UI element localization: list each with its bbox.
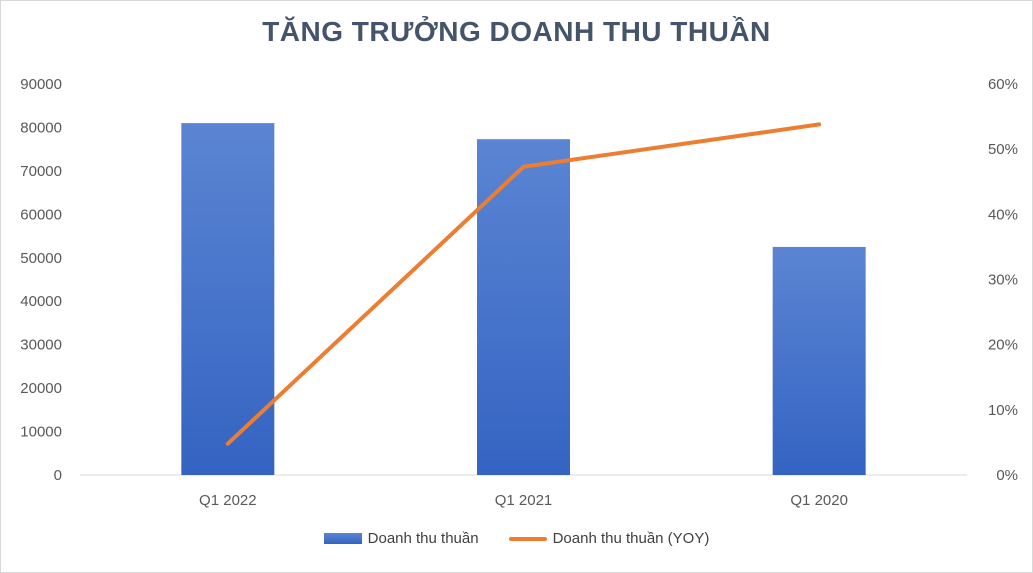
line-series — [225, 122, 822, 446]
bar — [477, 139, 570, 475]
x-tick-label: Q1 2022 — [199, 492, 257, 509]
right-tick-label: 50% — [988, 141, 1018, 158]
right-tick-label: 30% — [988, 272, 1018, 289]
left-axis-ticks: 0 10000 20000 30000 40000 50000 60000 70000 8000… — [20, 76, 62, 484]
legend-swatch-line — [508, 536, 547, 541]
bar-series — [181, 123, 866, 475]
chart-title: TĂNG TRƯỞNG DOANH THU THUẦN — [262, 16, 771, 47]
x-tick-label: Q1 2020 — [790, 492, 848, 509]
left-tick-label: 50000 — [20, 250, 62, 267]
right-tick-label: 20% — [988, 337, 1018, 354]
left-tick-label: 0 — [54, 467, 62, 484]
bar — [181, 123, 275, 475]
right-tick-label: 0% — [996, 467, 1018, 484]
legend: Doanh thu thuần Doanh thu thuần (YOY) — [0, 530, 1033, 547]
left-tick-label: 10000 — [20, 424, 62, 441]
legend-item-bar: Doanh thu thuần — [323, 530, 479, 547]
right-tick-label: 40% — [988, 206, 1018, 223]
left-tick-label: 90000 — [20, 76, 62, 93]
right-tick-label: 10% — [988, 402, 1018, 419]
legend-label-line: Doanh thu thuần (YOY) — [552, 530, 710, 547]
left-tick-label: 60000 — [20, 206, 62, 223]
legend-item-line: Doanh thu thuần (YOY) — [508, 530, 710, 547]
x-tick-label: Q1 2021 — [495, 492, 553, 509]
bar — [772, 246, 866, 475]
x-axis-ticks: Q1 2022 Q1 2021 Q1 2020 — [199, 492, 848, 509]
left-tick-label: 70000 — [20, 163, 62, 180]
legend-swatch-bar — [323, 533, 362, 544]
left-tick-label: 80000 — [20, 119, 62, 136]
legend-label-bar: Doanh thu thuần — [367, 530, 479, 547]
left-tick-label: 40000 — [20, 293, 62, 310]
right-axis-ticks: 0% 10% 20% 30% 40% 50% 60% — [988, 76, 1018, 484]
left-tick-label: 30000 — [20, 337, 62, 354]
left-tick-label: 20000 — [20, 380, 62, 397]
right-tick-label: 60% — [988, 76, 1018, 93]
